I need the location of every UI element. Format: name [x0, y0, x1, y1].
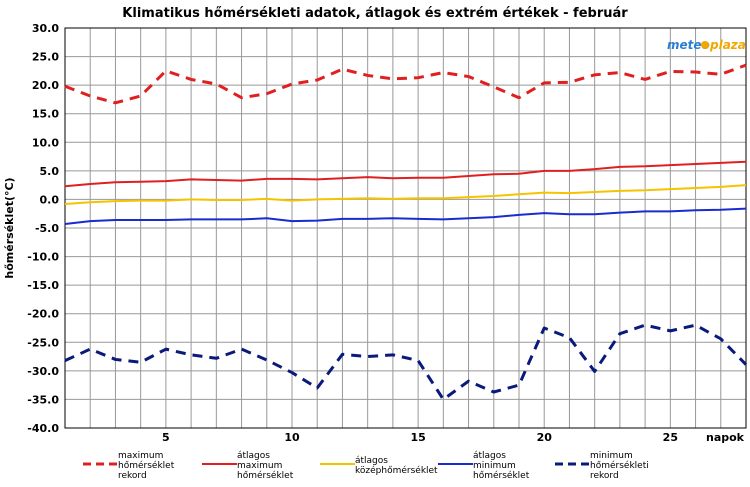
- legend-label: rekord: [118, 471, 147, 481]
- legend-label: átlagos: [355, 456, 388, 466]
- series-line: [64, 323, 748, 401]
- y-tick-label: 5.0: [40, 165, 60, 178]
- y-tick-label: -20.0: [27, 308, 59, 321]
- y-tick-label: 30.0: [32, 22, 59, 35]
- series-line: [64, 63, 747, 105]
- series-line: [64, 160, 747, 188]
- y-tick-label: -35.0: [27, 393, 59, 406]
- y-tick-label: -30.0: [27, 365, 59, 378]
- plot-frame: [64, 27, 747, 429]
- logo-part2: plaza: [709, 38, 746, 52]
- chart-title: Klimatikus hőmérsékleti adatok, átlagok …: [122, 6, 628, 21]
- series-line: [64, 184, 747, 205]
- legend-label: maximum: [237, 461, 282, 471]
- legend-label: hőmérséklet: [237, 470, 294, 481]
- legend-label: minimum: [590, 451, 633, 461]
- logo: meteo plaza: [667, 38, 746, 52]
- legend-label: középhőmérséklet: [355, 465, 438, 476]
- y-tick-label: -15.0: [27, 279, 59, 292]
- legend-label: minimum: [473, 461, 516, 471]
- legend-label: hőmérséklet: [118, 460, 175, 471]
- x-tick-label: 10: [284, 431, 300, 444]
- series-line: [64, 207, 747, 225]
- grid: [65, 28, 746, 428]
- x-tick-label: 15: [410, 431, 425, 444]
- y-tick-label: 0.0: [40, 193, 60, 206]
- legend-label: hőmérsékleti: [590, 460, 649, 471]
- y-axis-label: hőmérséklet(°C): [3, 177, 16, 278]
- legend-label: hőmérséklet: [473, 470, 530, 481]
- x-tick-label: 20: [537, 431, 553, 444]
- y-tick-label: -25.0: [27, 336, 59, 349]
- legend: maximumhőmérsékletrekordátlagosmaximumhő…: [83, 451, 649, 481]
- legend-label: átlagos: [473, 451, 506, 461]
- series-group: [64, 63, 748, 401]
- y-axis-ticks: 30.0 25.0 20.0 15.0 10.0 5.0 0.0 -5.0 -10.0 -15.0…: [27, 22, 59, 435]
- x-tick-label: 25: [663, 431, 678, 444]
- legend-label: rekord: [590, 471, 619, 481]
- legend-label: átlagos: [237, 451, 270, 461]
- y-tick-label: 15.0: [32, 108, 59, 121]
- x-axis-label: napok: [706, 431, 745, 444]
- y-tick-label: 10.0: [32, 136, 59, 149]
- x-axis-ticks: 5 10 15 20 25: [162, 431, 678, 444]
- y-tick-label: -40.0: [27, 422, 59, 435]
- y-tick-label: -5.0: [35, 222, 59, 235]
- legend-label: maximum: [118, 451, 163, 461]
- y-tick-label: 20.0: [32, 79, 59, 92]
- x-tick-label: 5: [162, 431, 170, 444]
- y-tick-label: -10.0: [27, 251, 59, 264]
- y-tick-label: 25.0: [32, 51, 59, 64]
- logo-part1: meteo: [667, 38, 710, 52]
- logo-sun-icon: [701, 41, 709, 49]
